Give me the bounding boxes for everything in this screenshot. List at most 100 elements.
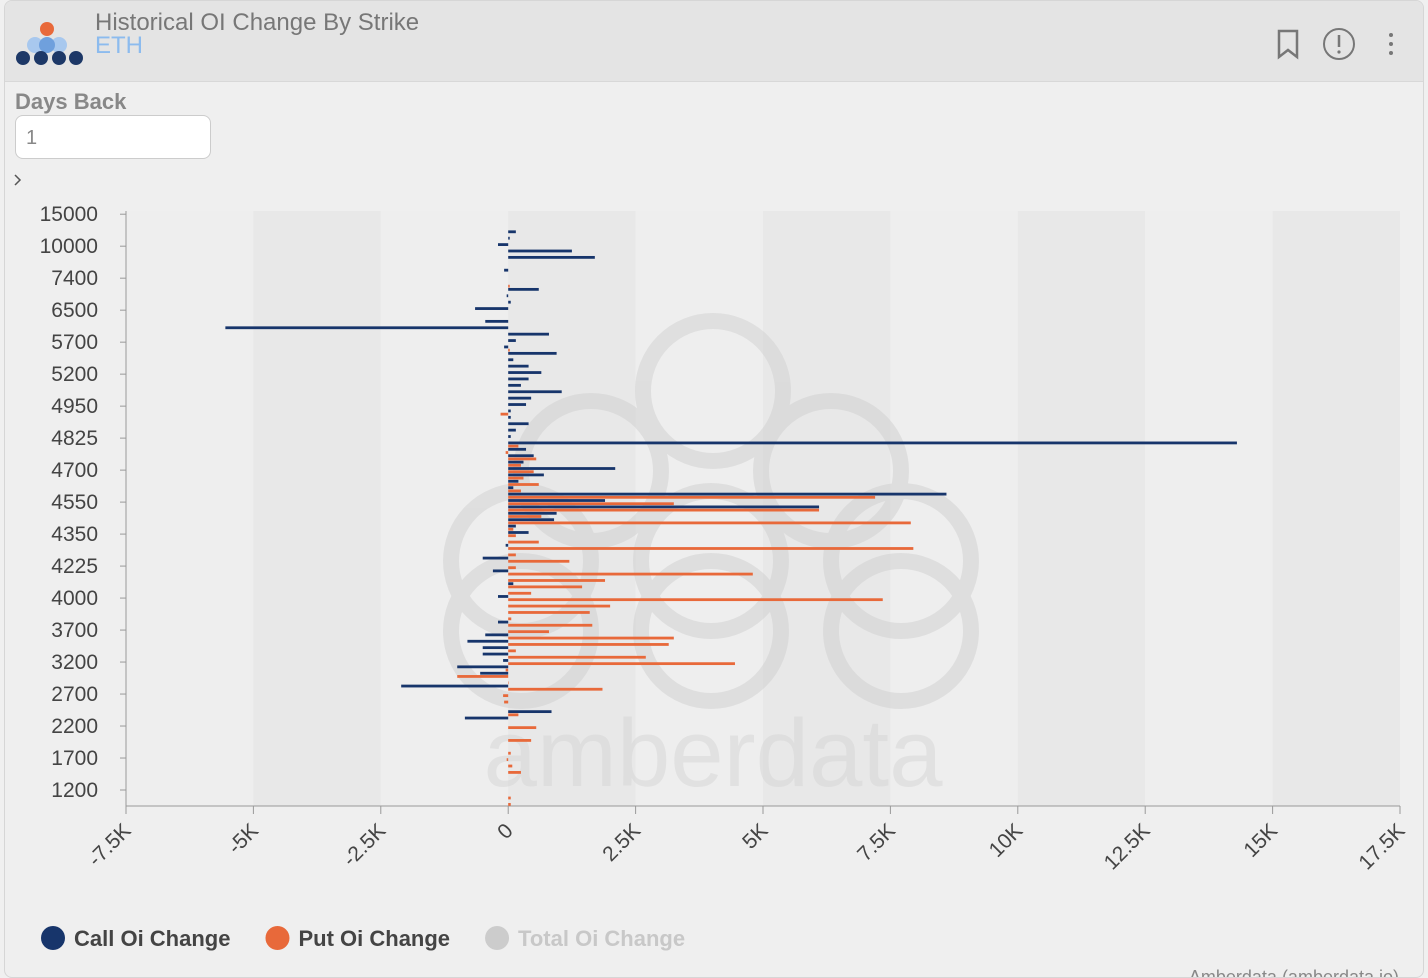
bar xyxy=(508,617,512,621)
bar xyxy=(508,511,557,515)
y-tick-label: 4350 xyxy=(51,523,98,546)
info-icon[interactable] xyxy=(1323,28,1355,60)
header-icons[interactable] xyxy=(1267,25,1424,65)
bar xyxy=(508,460,524,464)
bar xyxy=(508,332,549,336)
bar xyxy=(508,422,529,426)
y-tick-label: 3200 xyxy=(51,651,98,674)
bar xyxy=(508,579,606,582)
bar xyxy=(508,371,542,374)
plot-band xyxy=(1017,211,1146,806)
bar xyxy=(508,591,532,595)
bar xyxy=(508,454,534,458)
bar xyxy=(508,726,537,730)
days-back-label: Days Back xyxy=(15,89,127,114)
bookmark-icon[interactable] xyxy=(1277,29,1299,60)
x-tick-label: 12.5K xyxy=(1100,819,1155,874)
bar xyxy=(508,444,519,448)
bar xyxy=(500,412,509,416)
bar xyxy=(508,479,519,483)
bar xyxy=(508,771,521,774)
bar xyxy=(508,348,510,352)
legend-label[interactable]: Put Oi Change xyxy=(298,926,450,951)
plot-band xyxy=(253,211,381,806)
bar xyxy=(508,604,611,608)
bar xyxy=(508,249,572,253)
x-tick-label: 10K xyxy=(985,819,1028,862)
bar xyxy=(504,268,509,272)
watermark-ring xyxy=(823,553,979,709)
bar xyxy=(457,665,509,669)
bar xyxy=(508,524,516,528)
title: Historical OI Change By Strike xyxy=(95,9,420,36)
plot-band xyxy=(1145,211,1273,806)
bar xyxy=(508,643,669,646)
bar xyxy=(475,307,509,310)
bar xyxy=(508,230,516,234)
bar xyxy=(508,364,529,368)
x-tick-label: -7.5K xyxy=(84,819,136,871)
bar xyxy=(508,662,735,666)
bar xyxy=(508,505,820,509)
bar xyxy=(508,473,544,477)
bar xyxy=(508,681,509,685)
bar xyxy=(508,598,883,602)
bar xyxy=(508,534,516,538)
days-back-input[interactable]: 1 xyxy=(15,115,211,159)
x-tick-label: -2.5K xyxy=(339,819,391,871)
bar xyxy=(508,623,593,627)
expand-arrow[interactable] xyxy=(14,174,22,186)
y-tick-label: 4700 xyxy=(51,459,98,482)
watermark-ring xyxy=(823,483,979,639)
bar xyxy=(485,319,509,323)
y-tick-label: 15000 xyxy=(40,203,98,226)
bar xyxy=(508,457,537,461)
bar xyxy=(508,582,514,586)
bar xyxy=(498,595,509,598)
bar xyxy=(498,620,509,624)
bar xyxy=(505,668,509,672)
x-tick-label: 7.5K xyxy=(853,819,900,866)
legend-label[interactable]: Call Oi Change xyxy=(74,926,230,951)
x-tick-label: 2.5K xyxy=(598,819,645,866)
bar xyxy=(482,556,509,560)
bar xyxy=(505,451,509,454)
y-tick-label: 5700 xyxy=(51,331,98,354)
y-tick-label: 10000 xyxy=(40,235,98,258)
widget-card: Historical OI Change By Strike ETH Days … xyxy=(4,0,1424,978)
logo xyxy=(16,22,83,65)
credit: Amberdata (amberdata.io) xyxy=(1189,967,1399,978)
bar xyxy=(508,803,511,806)
bar xyxy=(508,649,516,653)
y-tick-label: 2200 xyxy=(51,715,98,738)
legend-label[interactable]: Total Oi Change xyxy=(518,926,685,951)
bar xyxy=(508,390,562,394)
bar xyxy=(508,559,570,563)
bar xyxy=(508,611,590,614)
legend-swatch xyxy=(265,926,290,950)
subtitle: ETH xyxy=(95,32,143,59)
bar xyxy=(508,377,529,381)
bar xyxy=(508,566,516,570)
bar xyxy=(485,633,509,637)
y-tick-label: 5200 xyxy=(51,363,98,386)
legend-swatch xyxy=(41,926,65,950)
bar xyxy=(508,463,521,467)
x-tick-label: 0 xyxy=(493,819,518,844)
bar xyxy=(464,716,509,720)
y-tick-label: 2700 xyxy=(51,683,98,706)
watermark-ring xyxy=(635,313,791,469)
x-tick-label: 17.5K xyxy=(1354,819,1409,874)
plot-band xyxy=(1272,211,1400,806)
y-tick-label: 4000 xyxy=(51,587,98,610)
bar xyxy=(503,694,509,698)
bar xyxy=(508,470,534,474)
x-tick-label: 15K xyxy=(1239,819,1282,862)
bar xyxy=(508,527,514,531)
y-tick-label: 4825 xyxy=(51,427,98,450)
bar xyxy=(508,572,753,576)
bar xyxy=(503,659,509,662)
bar xyxy=(508,287,539,291)
bar xyxy=(508,483,539,486)
bar xyxy=(508,495,876,499)
